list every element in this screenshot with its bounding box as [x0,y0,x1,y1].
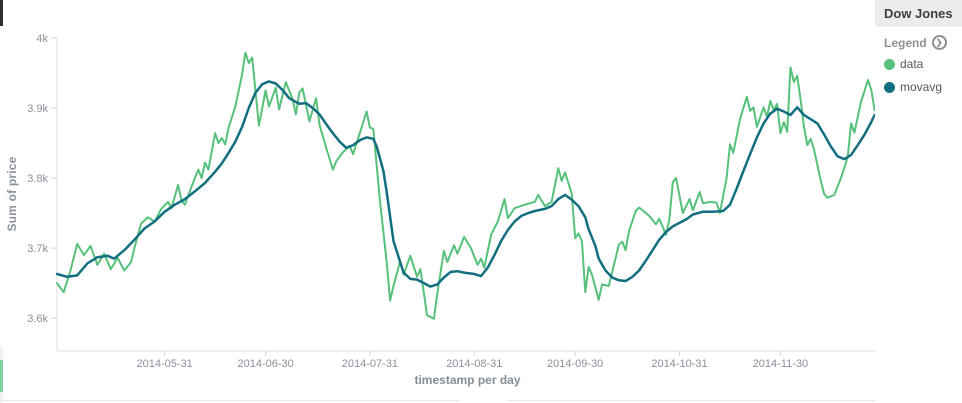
legend-toggle[interactable]: Legend ❯ [884,35,962,50]
movavg-series-line[interactable] [55,80,876,288]
x-tick-label: 2014-06-30 [237,358,293,370]
legend-collapse-icon[interactable]: ❯ [931,35,947,50]
y-tick-label: 3.8k [27,173,48,185]
y-axis-title: Sum of price [5,156,19,232]
x-tick-label: 2014-05-31 [137,358,193,370]
data-series-color-dot [884,58,895,70]
legend-item-label: data [900,57,924,71]
legend-panel: Dow Jones Legend ❯ data movavg [875,0,962,403]
legend-item-data[interactable]: data [884,57,962,71]
legend-item-movavg[interactable]: movavg [884,80,962,94]
x-tick-label: 2014-09-30 [547,358,603,370]
x-axis-title: timestamp per day [414,373,521,387]
panel-bottom-border-left [0,400,459,401]
data-series-line[interactable] [56,51,876,320]
chart-title: Dow Jones [875,0,962,27]
y-tick-label: 3.7k [27,243,48,255]
movavg-series-color-dot [884,81,895,93]
x-tick-label: 2014-07-31 [342,358,398,370]
y-tick-label: 4k [36,33,48,45]
legend-item-label: movavg [900,80,943,94]
x-tick-label: 2014-11-30 [753,358,808,370]
x-tick-label: 2014-10-31 [651,358,707,370]
x-tick-label: 2014-08-31 [446,358,502,370]
y-tick-label: 3.6k [27,313,48,325]
left-edge-green-strip [0,360,3,392]
axis-lines [56,38,878,352]
y-tick-label: 3.9k [27,103,48,115]
left-edge-dark-strip [0,0,3,26]
legend-toggle-label: Legend [884,35,927,50]
panel-bottom-border-right [507,400,962,401]
